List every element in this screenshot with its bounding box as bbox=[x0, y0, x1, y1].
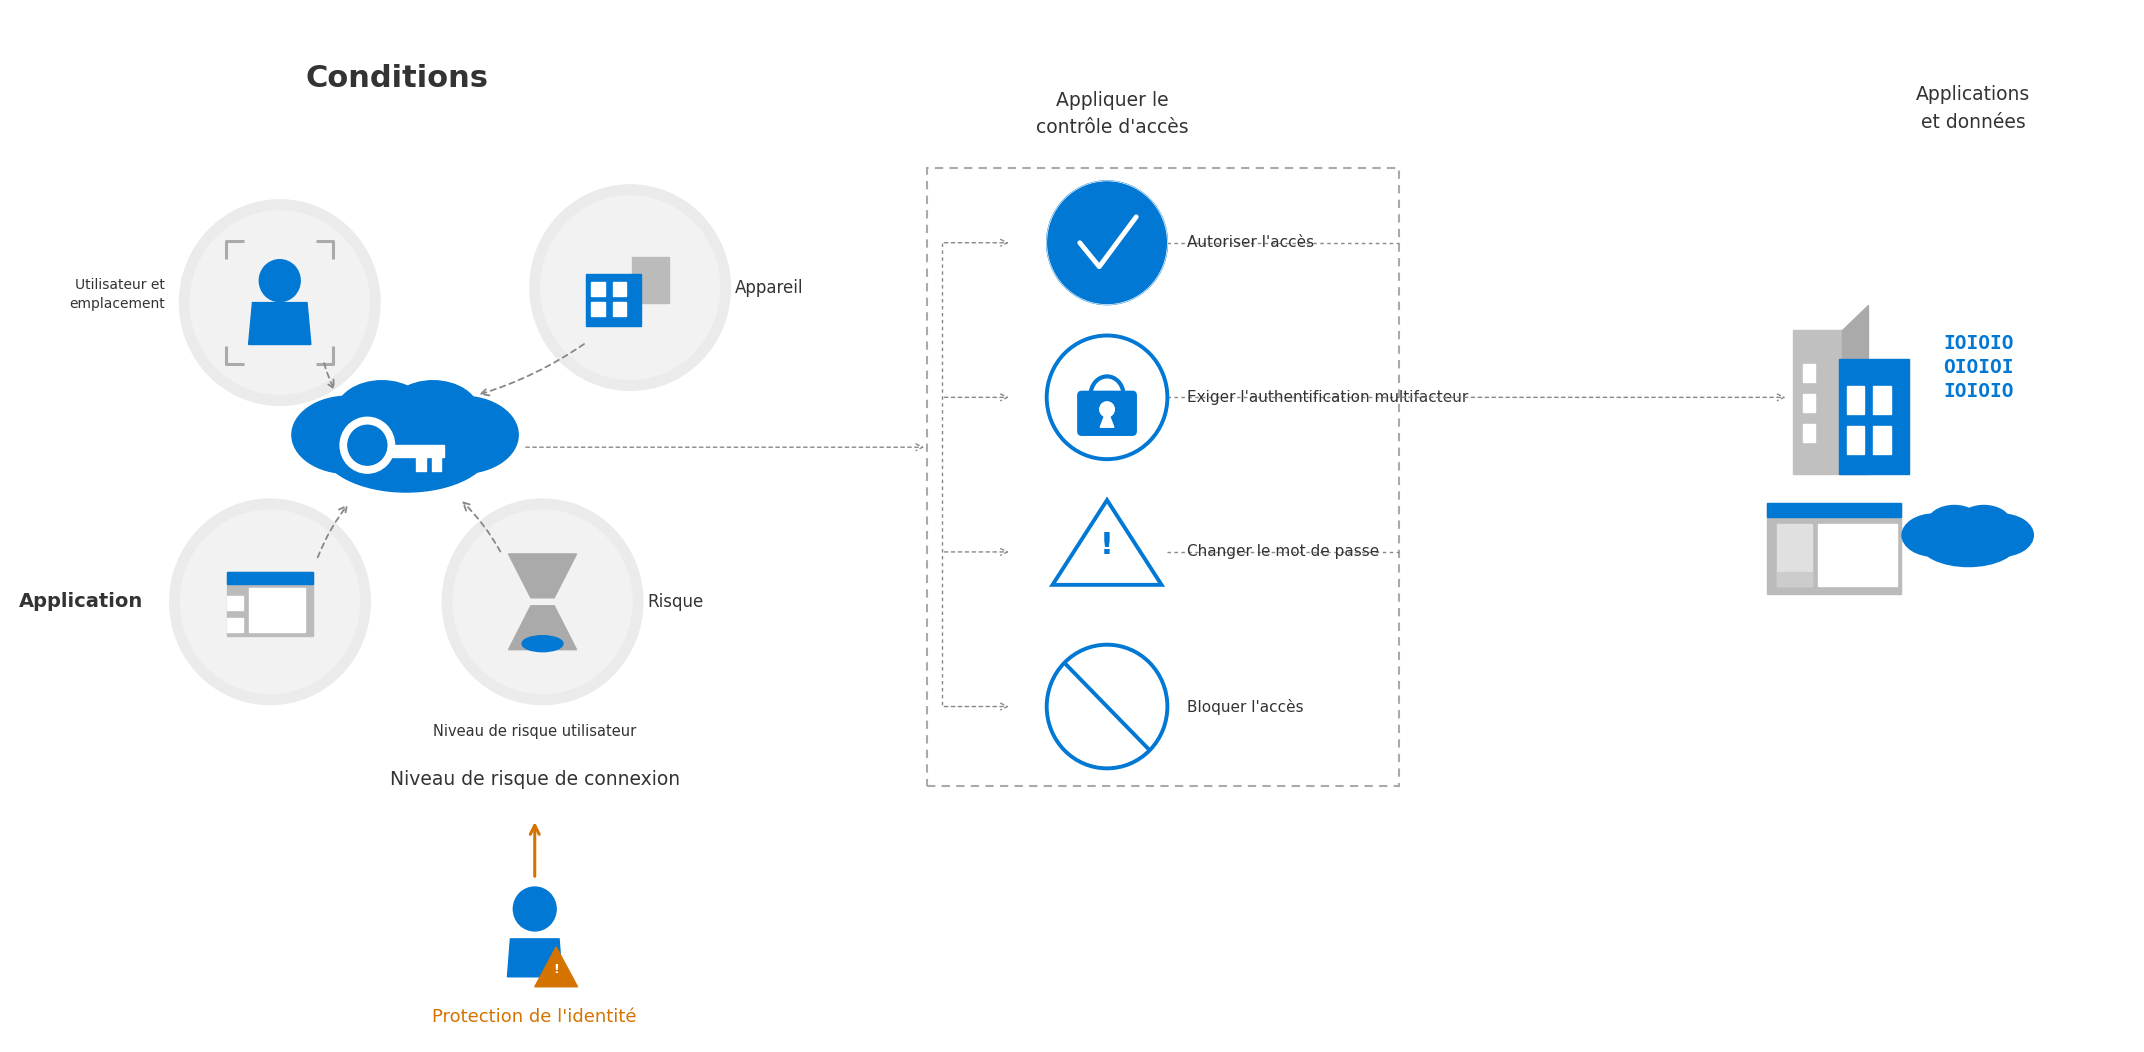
Circle shape bbox=[341, 418, 394, 473]
Circle shape bbox=[1046, 336, 1166, 459]
Text: Applications
et données: Applications et données bbox=[1917, 84, 2030, 132]
FancyBboxPatch shape bbox=[1874, 386, 1891, 414]
Circle shape bbox=[1100, 402, 1115, 417]
Ellipse shape bbox=[322, 402, 491, 492]
Ellipse shape bbox=[1957, 506, 2011, 541]
Circle shape bbox=[512, 887, 555, 931]
Polygon shape bbox=[249, 303, 311, 344]
Text: Protection de l'identité: Protection de l'identité bbox=[433, 1008, 637, 1026]
FancyBboxPatch shape bbox=[1777, 572, 1812, 586]
Ellipse shape bbox=[292, 397, 403, 473]
FancyBboxPatch shape bbox=[592, 302, 605, 316]
Circle shape bbox=[452, 510, 632, 693]
Ellipse shape bbox=[1919, 518, 2018, 567]
FancyBboxPatch shape bbox=[1767, 504, 1902, 593]
Polygon shape bbox=[1842, 305, 1867, 474]
FancyBboxPatch shape bbox=[227, 572, 313, 584]
FancyBboxPatch shape bbox=[1792, 329, 1842, 474]
Text: !: ! bbox=[1100, 531, 1115, 561]
Text: Changer le mot de passe: Changer le mot de passe bbox=[1188, 545, 1379, 560]
FancyBboxPatch shape bbox=[431, 458, 442, 471]
FancyBboxPatch shape bbox=[592, 282, 605, 296]
Polygon shape bbox=[534, 947, 577, 987]
FancyBboxPatch shape bbox=[1777, 524, 1812, 586]
Circle shape bbox=[347, 425, 386, 465]
Ellipse shape bbox=[405, 397, 519, 473]
Text: Bloquer l'accès: Bloquer l'accès bbox=[1188, 699, 1304, 714]
Circle shape bbox=[1046, 181, 1166, 305]
Text: Risque: Risque bbox=[647, 592, 703, 611]
Circle shape bbox=[169, 499, 371, 705]
Polygon shape bbox=[508, 938, 562, 977]
FancyBboxPatch shape bbox=[632, 257, 669, 303]
FancyBboxPatch shape bbox=[227, 618, 242, 631]
Text: Conditions: Conditions bbox=[304, 64, 489, 93]
FancyBboxPatch shape bbox=[1840, 360, 1908, 474]
FancyBboxPatch shape bbox=[1078, 391, 1136, 436]
FancyBboxPatch shape bbox=[227, 572, 313, 635]
Circle shape bbox=[180, 200, 379, 405]
Ellipse shape bbox=[337, 381, 429, 446]
FancyBboxPatch shape bbox=[1874, 426, 1891, 454]
FancyBboxPatch shape bbox=[1846, 386, 1865, 414]
Text: IOIOIO
OIOIOI
IOIOIO: IOIOIO OIOIOI IOIOIO bbox=[1942, 333, 2013, 401]
Text: Niveau de risque utilisateur: Niveau de risque utilisateur bbox=[433, 724, 637, 739]
Circle shape bbox=[180, 510, 360, 693]
Ellipse shape bbox=[1927, 506, 1981, 541]
FancyBboxPatch shape bbox=[249, 588, 304, 631]
Polygon shape bbox=[508, 606, 577, 650]
FancyBboxPatch shape bbox=[416, 458, 427, 471]
FancyBboxPatch shape bbox=[384, 445, 444, 458]
FancyBboxPatch shape bbox=[1818, 524, 1897, 586]
Ellipse shape bbox=[523, 635, 564, 651]
Text: Appareil: Appareil bbox=[735, 279, 804, 297]
FancyBboxPatch shape bbox=[613, 282, 626, 296]
Polygon shape bbox=[1053, 500, 1162, 585]
FancyBboxPatch shape bbox=[1767, 503, 1902, 517]
FancyBboxPatch shape bbox=[1803, 364, 1814, 382]
FancyBboxPatch shape bbox=[1803, 424, 1814, 442]
Polygon shape bbox=[508, 554, 577, 598]
Text: Autoriser l'accès: Autoriser l'accès bbox=[1188, 236, 1314, 250]
Circle shape bbox=[442, 499, 643, 705]
Circle shape bbox=[530, 185, 731, 390]
Ellipse shape bbox=[1902, 514, 1966, 557]
FancyBboxPatch shape bbox=[1846, 426, 1865, 454]
Text: Utilisateur et
emplacement: Utilisateur et emplacement bbox=[69, 278, 165, 311]
Ellipse shape bbox=[1968, 514, 2033, 557]
Circle shape bbox=[259, 260, 300, 302]
Circle shape bbox=[540, 196, 720, 380]
Ellipse shape bbox=[386, 381, 480, 446]
Text: Appliquer le
contrôle d'accès: Appliquer le contrôle d'accès bbox=[1036, 92, 1188, 137]
FancyBboxPatch shape bbox=[1803, 394, 1814, 412]
Text: Niveau de risque de connexion: Niveau de risque de connexion bbox=[390, 770, 680, 789]
Text: !: ! bbox=[553, 964, 560, 976]
Circle shape bbox=[1046, 645, 1166, 768]
Text: Application: Application bbox=[19, 592, 144, 611]
FancyBboxPatch shape bbox=[227, 595, 242, 610]
FancyBboxPatch shape bbox=[613, 302, 626, 316]
Polygon shape bbox=[1100, 409, 1115, 427]
Text: Exiger l'authentification multifacteur: Exiger l'authentification multifacteur bbox=[1188, 390, 1469, 405]
FancyBboxPatch shape bbox=[585, 274, 641, 325]
Circle shape bbox=[191, 210, 369, 394]
